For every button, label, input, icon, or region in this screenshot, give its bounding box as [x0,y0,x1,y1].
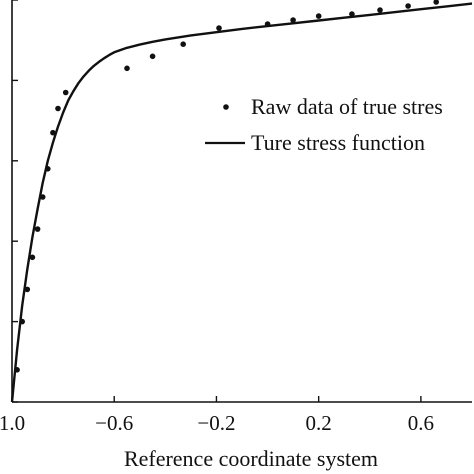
data-point-raw-14 [264,21,271,27]
data-point-raw-16 [315,13,322,19]
data-point-raw-19 [405,3,411,9]
data-point-raw-17 [349,11,355,17]
data-point-raw-7 [50,129,56,136]
x-axis-title: Reference coordinate system [124,446,378,471]
x-axis-tick-labels: 1.0 −0.6 −0.2 0.2 0.6 [0,411,434,435]
x-tick-label-3: 0.2 [306,411,332,435]
legend-label-true-stress: Ture stress function [251,130,425,155]
data-point-raw-9 [62,89,69,96]
x-tick-label-0: 1.0 [0,411,25,435]
data-point-raw-18 [377,7,383,13]
data-point-raw-3 [29,254,36,261]
x-tick-label-4: 0.6 [408,411,434,435]
data-point-raw-6 [45,166,51,172]
legend-label-raw-data: Raw data of true stres [251,94,443,119]
data-point-raw-13 [216,25,222,31]
legend: Raw data of true stres Ture stress funct… [205,94,443,155]
data-point-raw-20 [433,0,439,5]
data-point-raw-11 [149,53,156,60]
data-point-raw-2 [24,286,31,293]
legend-marker-raw-data [223,104,229,110]
data-point-raw-10 [124,65,130,72]
data-point-raw-0 [14,367,20,373]
series-line-true-stress-function [10,2,473,403]
data-point-raw-12 [180,41,186,47]
data-point-raw-4 [34,226,41,232]
x-axis-ticks [11,396,422,402]
data-point-raw-15 [290,17,296,23]
series-markers [14,0,439,373]
x-tick-label-1: −0.6 [95,411,133,435]
data-point-raw-5 [39,194,46,200]
data-point-raw-1 [19,318,26,325]
x-tick-label-2: −0.2 [197,411,235,435]
series-lines [10,2,473,403]
y-axis-ticks [12,0,18,403]
data-point-raw-8 [55,105,61,112]
